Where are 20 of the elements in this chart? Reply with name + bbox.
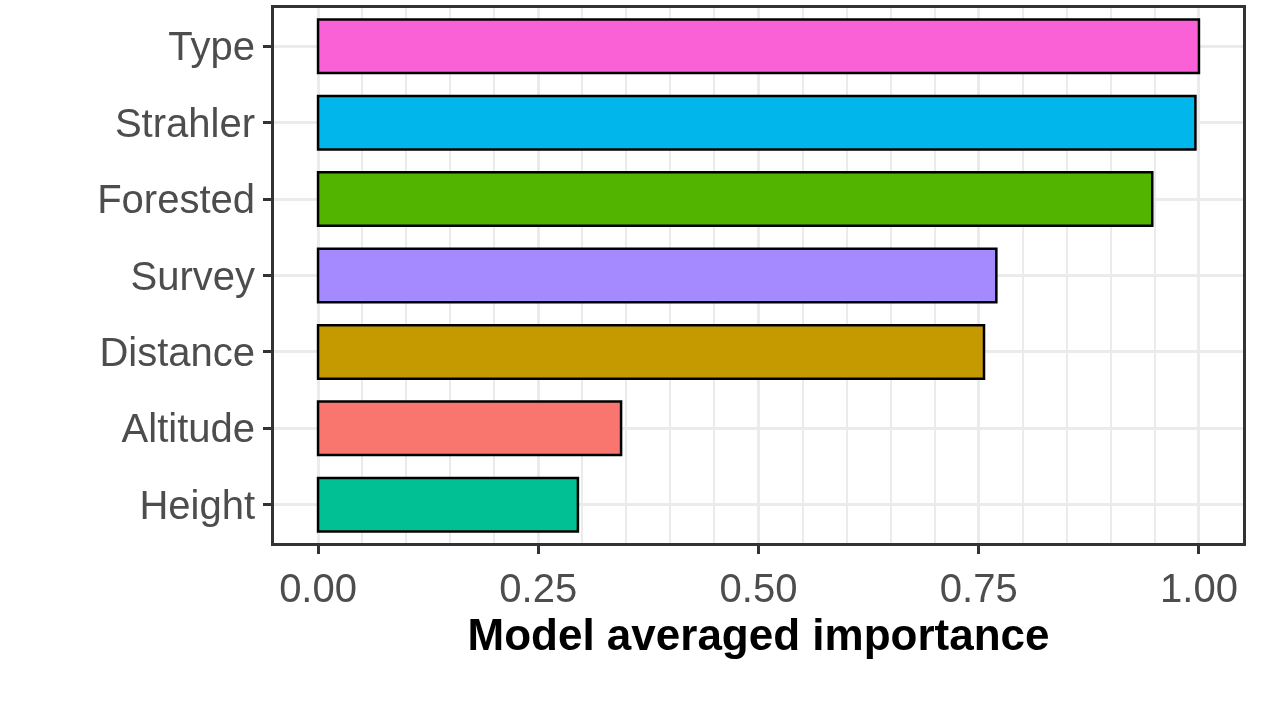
y-tick-label: Strahler <box>114 100 255 145</box>
y-tick-label: Altitude <box>121 406 255 451</box>
x-tick-label: 1.00 <box>1160 566 1238 610</box>
bar <box>316 94 1197 151</box>
bar <box>316 171 1154 228</box>
x-axis-title: Model averaged importance <box>467 610 1050 659</box>
y-tick-label: Type <box>168 24 255 69</box>
bar <box>316 323 986 380</box>
y-tick-label: Survey <box>130 253 255 298</box>
x-tick-label: 0.25 <box>499 566 578 610</box>
bar <box>316 18 1201 75</box>
y-tick-label: Height <box>139 482 255 527</box>
x-tick-label: 0.50 <box>719 566 798 610</box>
x-tick-label: 0.00 <box>279 566 357 610</box>
x-tick-label: 0.75 <box>939 566 1018 610</box>
y-tick-label: Distance <box>99 329 255 374</box>
bar <box>316 400 623 457</box>
bar <box>316 476 580 533</box>
y-tick-label: Forested <box>97 177 255 222</box>
bar <box>316 247 998 304</box>
